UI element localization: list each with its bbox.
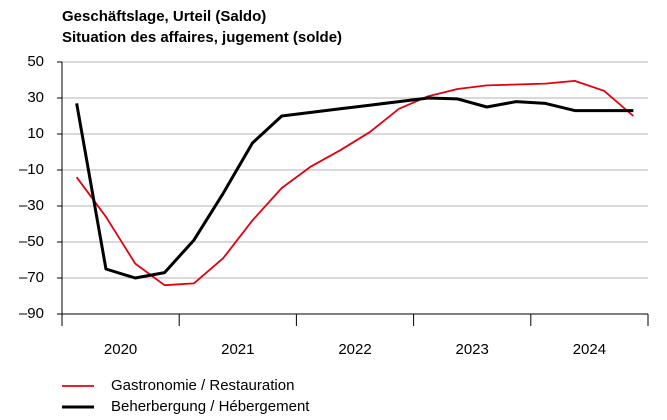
y-tick-label: –50 — [19, 233, 44, 250]
y-tick-label: –30 — [19, 197, 44, 214]
series-line — [75, 96, 634, 280]
x-tick-label: 2021 — [221, 341, 254, 358]
x-tick-label: 2024 — [573, 341, 606, 358]
legend-label: Beherbergung / Hébergement — [111, 398, 310, 415]
series-line — [75, 80, 634, 287]
x-tick-label: 2023 — [456, 341, 489, 358]
y-tick-label: 50 — [27, 53, 44, 70]
y-tick-label: –10 — [19, 161, 44, 178]
y-tick-label: 30 — [27, 89, 44, 106]
y-tick-label: –90 — [19, 305, 44, 322]
y-tick-label: –70 — [19, 269, 44, 286]
chart-subtitle: Situation des affaires, jugement (solde) — [62, 29, 342, 46]
chart-title: Geschäftslage, Urteil (Saldo) — [62, 8, 266, 25]
legend-label: Gastronomie / Restauration — [111, 377, 294, 394]
x-tick-label: 2022 — [338, 341, 371, 358]
y-tick-label: 10 — [27, 125, 44, 142]
x-tick-label: 2020 — [104, 341, 137, 358]
